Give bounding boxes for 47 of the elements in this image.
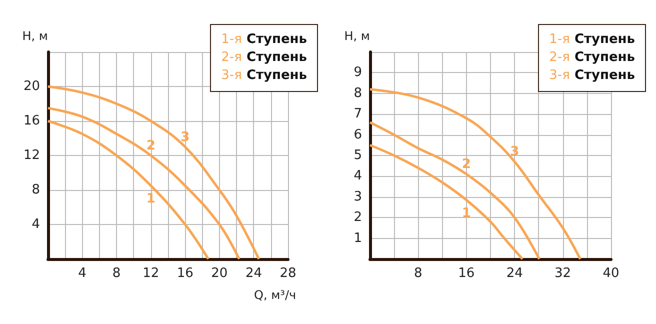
line-series <box>46 85 260 260</box>
y-tick-label: 4 <box>32 217 40 232</box>
x-tick-label: 40 <box>602 266 620 281</box>
line-series <box>46 106 240 260</box>
x-tick-label: 8 <box>112 266 121 281</box>
series-label: 1 <box>146 192 156 207</box>
line-series <box>368 88 582 260</box>
line-series <box>368 121 541 260</box>
y-tick-label: 12 <box>23 148 40 163</box>
x-tick-label: 8 <box>414 266 422 281</box>
y-tick-label: 8 <box>32 182 40 198</box>
y-axis-title: H, м <box>344 29 370 43</box>
y-axis-title: H, м <box>22 29 48 43</box>
x-tick-label: 16 <box>458 266 475 281</box>
x-tick-label: 12 <box>142 266 160 281</box>
y-tick-label: 9 <box>354 65 362 80</box>
y-tick-label: 4 <box>354 168 362 184</box>
y-tick-label: 6 <box>354 127 362 142</box>
y-tick-label: 3 <box>354 189 362 204</box>
y-tick-label: 8 <box>354 86 362 101</box>
series-label: 2 <box>146 138 156 154</box>
line-series <box>368 144 524 260</box>
y-tick-label: 2 <box>354 210 362 226</box>
y-tick-label: 20 <box>23 79 40 94</box>
x-axis-title: Q, м³/ч <box>254 288 296 302</box>
x-tick-label: 20 <box>211 266 228 281</box>
series-label: 3 <box>510 144 520 160</box>
series-label: 2 <box>462 157 471 172</box>
y-tick-label: 16 <box>23 114 40 128</box>
x-tick-label: 24 <box>245 266 262 281</box>
x-tick-label: 4 <box>78 266 86 281</box>
x-tick-label: 24 <box>506 266 523 281</box>
annotation: 3-я Ступень <box>221 68 307 83</box>
x-tick-label: 16 <box>176 266 194 281</box>
annotation: 3-я Ступень <box>549 68 635 83</box>
annotation: 2-я Ступень <box>221 50 307 65</box>
y-tick-label: 5 <box>354 148 362 163</box>
x-tick-label: 28 <box>280 266 296 281</box>
series-label: 1 <box>462 206 471 222</box>
line-series <box>46 120 210 260</box>
note-box: 1-я Ступень 2-я Ступень 3-я Ступень <box>538 24 646 92</box>
note-box: 1-я Ступень 2-я Ступень 3-я Ступень <box>210 24 318 92</box>
y-tick-label: 7 <box>354 106 362 122</box>
x-tick-label: 32 <box>554 266 572 281</box>
annotation: 2-я Ступень <box>549 50 635 65</box>
series-label: 3 <box>180 130 190 145</box>
y-tick-label: 1 <box>354 230 362 246</box>
